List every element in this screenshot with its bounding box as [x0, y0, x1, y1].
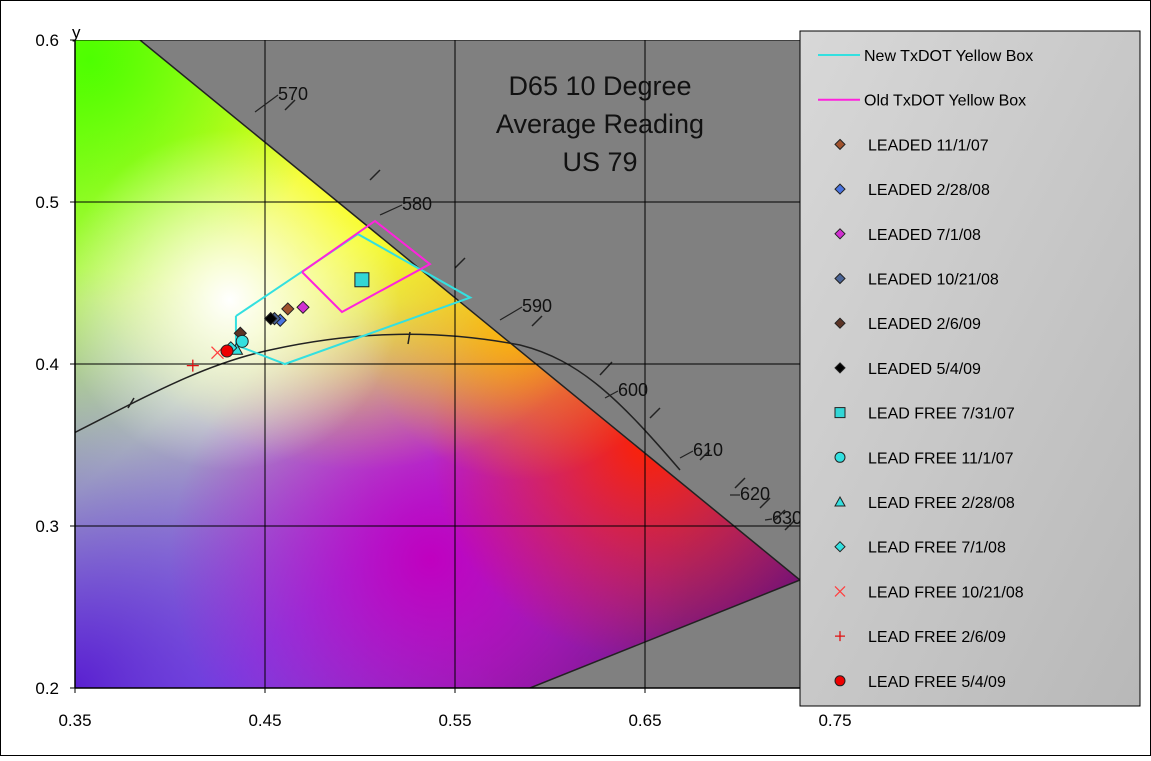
x-tick-label: 0.45: [248, 711, 281, 730]
marker: [835, 631, 845, 642]
marker: [834, 675, 846, 687]
legend-label: LEAD FREE 10/21/08: [868, 584, 1024, 601]
marker: [834, 317, 846, 329]
marker: [834, 362, 846, 374]
marker: [834, 183, 846, 195]
marker: [834, 138, 846, 151]
wavelength-label: 590: [522, 296, 552, 316]
wavelength-label: 610: [693, 440, 723, 460]
marker: [220, 344, 234, 358]
legend-label: LEADED 2/28/08: [868, 182, 990, 199]
marker: [263, 311, 278, 326]
y-tick-label: 0.5: [35, 193, 59, 212]
planckian-locus: [75, 333, 681, 471]
wavelength-leader: [254, 94, 279, 113]
legend-label: New TxDOT Yellow Box: [864, 48, 1033, 65]
legend-label: LEAD FREE 5/4/09: [868, 674, 1006, 691]
marker: [186, 359, 199, 372]
x-tick-label: 0.35: [58, 711, 91, 730]
y-tick-label: 0.2: [35, 679, 59, 698]
marker: [834, 272, 846, 285]
x-tick-label: 0.75: [818, 711, 851, 730]
wavelength-leader: [604, 390, 619, 399]
marker: [834, 407, 846, 419]
y-tick-label: 0.6: [35, 31, 59, 50]
marker: [834, 495, 846, 507]
legend-label: LEAD FREE 2/28/08: [868, 495, 1015, 512]
wavelength-label: 570: [278, 84, 308, 104]
locus-ticks: [127, 99, 796, 531]
title: D65 10 Degree Average Reading US 79: [496, 71, 704, 177]
legend-label: LEADED 5/4/09: [868, 361, 981, 378]
marker: [296, 300, 310, 315]
legend-label: LEADED 11/1/07: [868, 137, 989, 154]
wavelength-leader: [499, 306, 523, 321]
box-outline: [301, 219, 432, 314]
marker: [281, 302, 295, 316]
title-line: US 79: [562, 147, 637, 177]
series: [186, 219, 473, 372]
marker: [834, 228, 846, 240]
legend: New TxDOT Yellow Box Old TxDOT Yellow Box…: [799, 30, 1141, 707]
axes: 0.35 0.45 0.55 0.65 0.75 0.2 0.3 0.4 0.5 0.6: [35, 31, 1120, 730]
x-tick-label: 0.55: [438, 711, 471, 730]
wavelength-label: 630: [772, 508, 802, 528]
legend-label: Old TxDOT Yellow Box: [864, 93, 1026, 110]
legend-label: LEAD FREE 7/31/07: [868, 406, 1015, 423]
legend-label: LEAD FREE 2/6/09: [868, 629, 1006, 646]
marker: [354, 272, 370, 288]
wavelength-label: 600: [618, 380, 648, 400]
marker: [834, 451, 846, 463]
legend-label: LEAD FREE 7/1/08: [868, 540, 1006, 557]
y-tick-label: 0.4: [35, 355, 59, 374]
marker: [834, 585, 846, 597]
y-axis-label: y: [72, 23, 81, 42]
wavelength-leader: [679, 450, 694, 459]
marker: [834, 540, 846, 553]
legend-label: LEADED 2/6/09: [868, 316, 981, 333]
wavelength-leader: [379, 204, 403, 216]
legend-label: LEADED 10/21/08: [868, 272, 999, 289]
legend-label: LEADED 7/1/08: [868, 227, 981, 244]
x-tick-label: 0.65: [628, 711, 661, 730]
y-tick-label: 0.3: [35, 517, 59, 536]
title-line: Average Reading: [496, 109, 704, 139]
marker: [235, 334, 249, 348]
wavelength-label: 580: [402, 194, 432, 214]
wavelength-leader: [764, 518, 773, 521]
legend-box: [799, 30, 1141, 707]
title-line: D65 10 Degree: [508, 71, 691, 101]
legend-label: LEAD FREE 11/1/07: [868, 450, 1014, 467]
wavelength-label: 620: [740, 484, 770, 504]
